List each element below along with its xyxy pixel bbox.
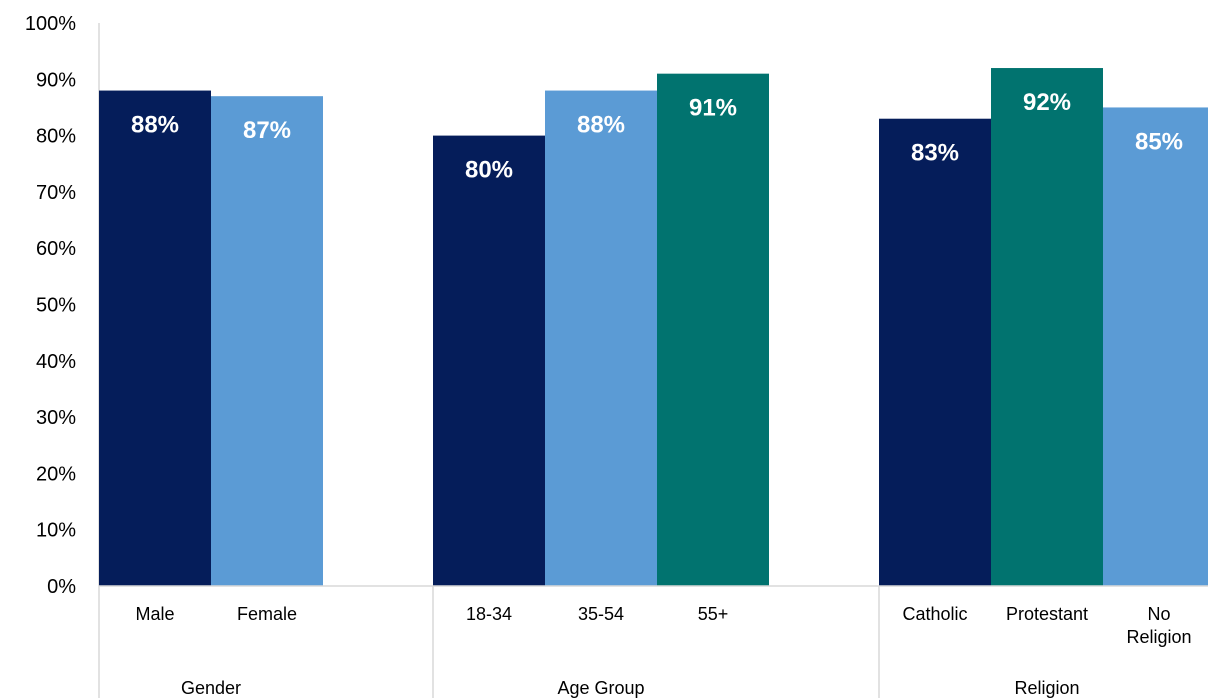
y-tick-label: 50% — [36, 295, 76, 317]
y-tick-label: 10% — [36, 520, 76, 542]
y-tick-label: 30% — [36, 407, 76, 429]
x-tick-label: 18-34 — [466, 604, 512, 624]
bar — [211, 96, 323, 586]
y-axis: 0% 10% 20% 30% 40% 50% 60% 70% 80% 90% 100% — [25, 13, 100, 598]
data-label: 88% — [577, 112, 625, 139]
y-tick-label: 70% — [36, 182, 76, 204]
group-label: Age Group — [557, 678, 644, 698]
data-label: 88% — [131, 112, 179, 139]
x-tick-label: Female — [237, 604, 297, 624]
y-tick-label: 40% — [36, 351, 76, 373]
group-label: Religion — [1014, 678, 1079, 698]
bar — [879, 118, 991, 587]
bar — [433, 135, 545, 586]
data-label: 83% — [911, 140, 959, 167]
y-tick-label: 0% — [47, 576, 76, 598]
x-axis: Male Female Gender 18-34 35-54 55+ Age Group Ca… — [98, 585, 1208, 698]
data-label: 91% — [689, 95, 737, 122]
data-label: 85% — [1135, 128, 1183, 155]
bar — [991, 68, 1103, 587]
y-tick-label: 90% — [36, 69, 76, 91]
bar — [99, 90, 211, 586]
x-tick-label: Male — [135, 604, 174, 624]
x-tick-label: 35-54 — [578, 604, 624, 624]
y-tick-label: 100% — [25, 13, 76, 35]
x-tick-label: Protestant — [1006, 604, 1088, 624]
data-label: 80% — [465, 157, 513, 184]
data-label: 92% — [1023, 89, 1071, 116]
group-label: Gender — [181, 678, 241, 698]
y-tick-label: 60% — [36, 238, 76, 260]
bar — [1103, 107, 1208, 586]
y-tick-label: 80% — [36, 126, 76, 148]
data-label: 87% — [243, 117, 291, 144]
bar — [657, 73, 769, 587]
y-tick-label: 20% — [36, 463, 76, 485]
bars: 88% 87% 80% 88% 91% 83% 92% 85% — [99, 68, 1208, 587]
x-tick-label: No Religion — [1126, 604, 1191, 647]
bar — [545, 90, 657, 586]
x-tick-label: 55+ — [698, 604, 729, 624]
x-tick-label: Catholic — [902, 604, 967, 624]
